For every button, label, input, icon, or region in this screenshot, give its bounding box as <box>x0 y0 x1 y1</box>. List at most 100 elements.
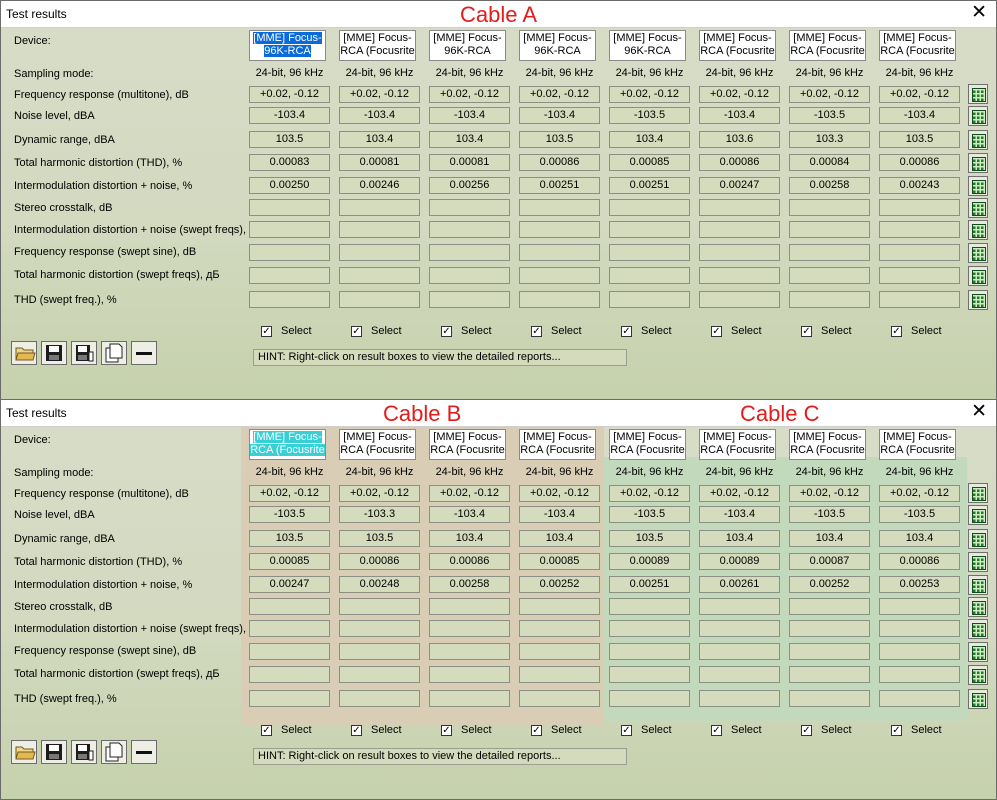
empty-result-box[interactable] <box>429 244 510 261</box>
noise-level-box[interactable]: -103.4 <box>519 506 600 523</box>
empty-result-box[interactable] <box>879 267 960 284</box>
empty-result-box[interactable] <box>609 199 690 216</box>
empty-result-box[interactable] <box>789 244 870 261</box>
save-as-button[interactable] <box>71 341 97 365</box>
checkbox-checked-icon[interactable]: ✓ <box>711 326 722 337</box>
empty-result-box[interactable] <box>519 267 600 284</box>
checkbox-checked-icon[interactable]: ✓ <box>801 725 812 736</box>
grid-report-button[interactable] <box>968 266 988 286</box>
empty-result-box[interactable] <box>609 643 690 660</box>
imd-box[interactable]: 0.00261 <box>699 576 780 593</box>
empty-result-box[interactable] <box>339 666 420 683</box>
empty-result-box[interactable] <box>789 267 870 284</box>
open-folder-button[interactable] <box>11 740 37 764</box>
empty-result-box[interactable] <box>699 598 780 615</box>
checkbox-checked-icon[interactable]: ✓ <box>891 326 902 337</box>
select-checkbox[interactable]: ✓ Select <box>441 724 503 739</box>
dynamic-range-box[interactable]: 103.5 <box>339 530 420 547</box>
noise-level-box[interactable]: -103.5 <box>609 506 690 523</box>
grid-report-button[interactable] <box>968 575 988 595</box>
imd-box[interactable]: 0.00251 <box>609 177 690 194</box>
checkbox-checked-icon[interactable]: ✓ <box>801 326 812 337</box>
device-box[interactable]: [MME] Focus- RCA (Focusrite <box>339 30 416 61</box>
empty-result-box[interactable] <box>879 666 960 683</box>
imd-box[interactable]: 0.00251 <box>609 576 690 593</box>
empty-result-box[interactable] <box>519 620 600 637</box>
freq-response-box[interactable]: +0.02, -0.12 <box>879 86 960 103</box>
checkbox-checked-icon[interactable]: ✓ <box>261 326 272 337</box>
select-checkbox[interactable]: ✓ Select <box>351 325 413 340</box>
thd-box[interactable]: 0.00081 <box>429 154 510 171</box>
grid-report-button[interactable] <box>968 619 988 639</box>
empty-result-box[interactable] <box>609 666 690 683</box>
empty-result-box[interactable] <box>429 199 510 216</box>
dynamic-range-box[interactable]: 103.6 <box>699 131 780 148</box>
empty-result-box[interactable] <box>699 221 780 238</box>
imd-box[interactable]: 0.00258 <box>789 177 870 194</box>
noise-level-box[interactable]: -103.5 <box>789 107 870 124</box>
noise-level-box[interactable]: -103.5 <box>249 506 330 523</box>
empty-result-box[interactable] <box>519 690 600 707</box>
grid-report-button[interactable] <box>968 198 988 218</box>
empty-result-box[interactable] <box>429 221 510 238</box>
device-box[interactable]: [MME] Focus- RCA (Focusrite <box>339 429 416 460</box>
checkbox-checked-icon[interactable]: ✓ <box>441 725 452 736</box>
close-icon[interactable]: ✕ <box>971 2 987 23</box>
freq-response-box[interactable]: +0.02, -0.12 <box>879 485 960 502</box>
grid-report-button[interactable] <box>968 290 988 310</box>
device-box[interactable]: [MME] Focus- RCA (Focusrite <box>249 429 326 460</box>
empty-result-box[interactable] <box>519 643 600 660</box>
dynamic-range-box[interactable]: 103.4 <box>699 530 780 547</box>
grid-report-button[interactable] <box>968 597 988 617</box>
empty-result-box[interactable] <box>249 221 330 238</box>
device-box[interactable]: [MME] Focus- RCA (Focusrite <box>789 30 866 61</box>
imd-box[interactable]: 0.00250 <box>249 177 330 194</box>
imd-box[interactable]: 0.00258 <box>429 576 510 593</box>
empty-result-box[interactable] <box>879 643 960 660</box>
empty-result-box[interactable] <box>789 221 870 238</box>
checkbox-checked-icon[interactable]: ✓ <box>351 725 362 736</box>
select-checkbox[interactable]: ✓ Select <box>801 724 863 739</box>
thd-box[interactable]: 0.00086 <box>429 553 510 570</box>
empty-result-box[interactable] <box>249 598 330 615</box>
thd-box[interactable]: 0.00089 <box>699 553 780 570</box>
noise-level-box[interactable]: -103.4 <box>879 107 960 124</box>
thd-box[interactable]: 0.00085 <box>609 154 690 171</box>
empty-result-box[interactable] <box>879 620 960 637</box>
empty-result-box[interactable] <box>879 244 960 261</box>
empty-result-box[interactable] <box>519 291 600 308</box>
grid-report-button[interactable] <box>968 505 988 525</box>
thd-box[interactable]: 0.00085 <box>249 553 330 570</box>
checkbox-checked-icon[interactable]: ✓ <box>621 725 632 736</box>
select-checkbox[interactable]: ✓ Select <box>441 325 503 340</box>
imd-box[interactable]: 0.00252 <box>519 576 600 593</box>
device-box[interactable]: [MME] Focus- RCA (Focusrite <box>789 429 866 460</box>
open-folder-button[interactable] <box>11 341 37 365</box>
empty-result-box[interactable] <box>249 666 330 683</box>
thd-box[interactable]: 0.00085 <box>519 553 600 570</box>
dynamic-range-box[interactable]: 103.4 <box>429 530 510 547</box>
dynamic-range-box[interactable]: 103.4 <box>339 131 420 148</box>
device-box[interactable]: [MME] Focus- 96K-RCA <box>519 30 596 61</box>
dynamic-range-box[interactable]: 103.4 <box>879 530 960 547</box>
grid-report-button[interactable] <box>968 130 988 150</box>
thd-box[interactable]: 0.00086 <box>339 553 420 570</box>
device-box[interactable]: [MME] Focus- RCA (Focusrite <box>609 429 686 460</box>
select-checkbox[interactable]: ✓ Select <box>621 724 683 739</box>
empty-result-box[interactable] <box>249 643 330 660</box>
freq-response-box[interactable]: +0.02, -0.12 <box>789 485 870 502</box>
empty-result-box[interactable] <box>789 199 870 216</box>
grid-report-button[interactable] <box>968 665 988 685</box>
empty-result-box[interactable] <box>879 199 960 216</box>
empty-result-box[interactable] <box>339 598 420 615</box>
empty-result-box[interactable] <box>609 221 690 238</box>
device-box[interactable]: [MME] Focus- RCA (Focusrite <box>879 30 956 61</box>
empty-result-box[interactable] <box>519 199 600 216</box>
imd-box[interactable]: 0.00247 <box>699 177 780 194</box>
empty-result-box[interactable] <box>519 244 600 261</box>
select-checkbox[interactable]: ✓ Select <box>261 325 323 340</box>
dynamic-range-box[interactable]: 103.4 <box>519 530 600 547</box>
empty-result-box[interactable] <box>429 666 510 683</box>
empty-result-box[interactable] <box>699 244 780 261</box>
minus-button[interactable] <box>131 740 157 764</box>
